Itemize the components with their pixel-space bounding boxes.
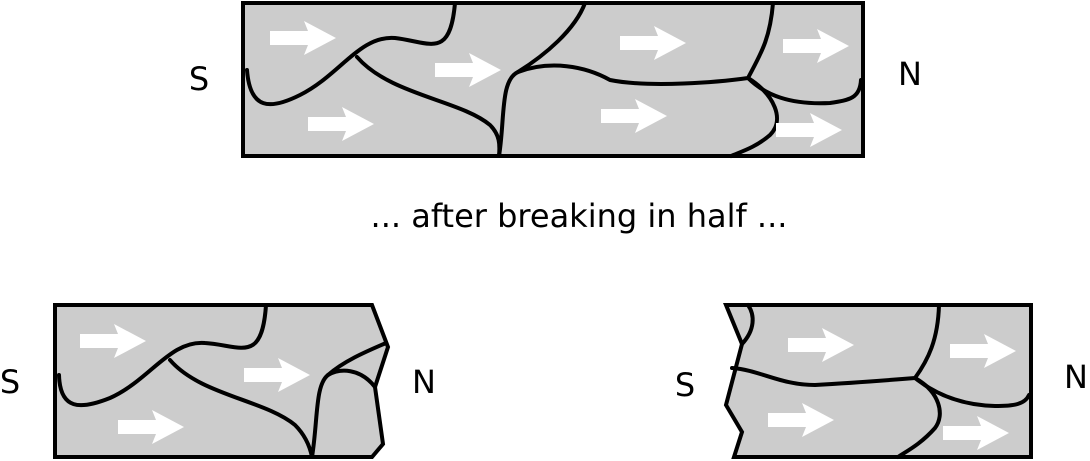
right-piece-north-label: N [1064, 358, 1088, 396]
caption: ... after breaking in half ... [371, 197, 788, 235]
left-piece-south-label: S [0, 363, 20, 401]
right-piece-south-label: S [675, 366, 695, 404]
left-piece: S N [0, 303, 436, 459]
left-piece-north-label: N [412, 363, 436, 401]
right-piece-domain-walls [730, 303, 1031, 459]
whole-magnet-north-label: N [898, 55, 922, 93]
left-piece-domain-walls [57, 303, 388, 459]
whole-magnet: S N [189, 1, 922, 158]
right-piece: S N [675, 303, 1088, 459]
whole-magnet-south-label: S [189, 60, 209, 98]
whole-magnet-domain-walls [245, 1, 863, 158]
left-piece-body [53, 303, 391, 459]
